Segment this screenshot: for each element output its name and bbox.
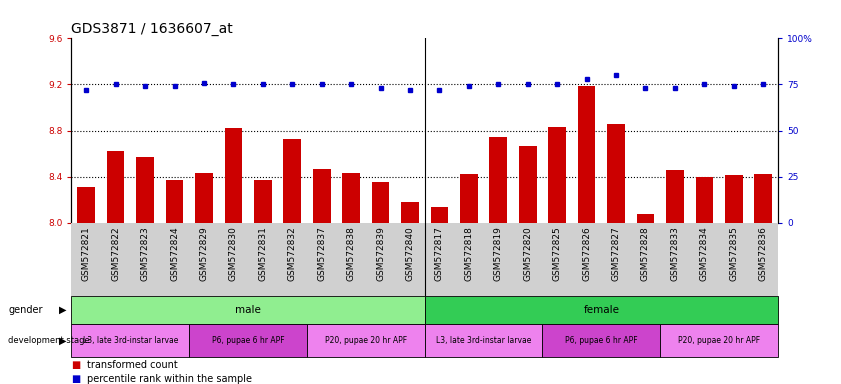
Text: P6, pupae 6 hr APF: P6, pupae 6 hr APF [565,336,637,345]
Text: GSM572817: GSM572817 [435,227,444,281]
Text: GSM572819: GSM572819 [494,227,503,281]
Bar [136,157,154,223]
Text: GSM572825: GSM572825 [553,227,562,281]
Bar [637,214,654,223]
Bar [189,324,307,357]
Bar [372,182,389,223]
Text: GSM572833: GSM572833 [670,227,680,281]
Text: P20, pupae 20 hr APF: P20, pupae 20 hr APF [678,336,760,345]
Bar [342,173,360,223]
Text: GSM572838: GSM572838 [346,227,356,281]
Text: GSM572835: GSM572835 [729,227,738,281]
Text: GSM572836: GSM572836 [759,227,768,281]
Bar [542,324,660,357]
Bar [425,324,542,357]
Bar [578,86,595,223]
Bar [166,180,183,223]
Text: GSM572830: GSM572830 [229,227,238,281]
Text: gender: gender [8,305,43,315]
Text: GSM572834: GSM572834 [700,227,709,281]
Bar [548,127,566,223]
Text: ■: ■ [71,360,81,370]
Text: GSM572822: GSM572822 [111,227,120,281]
Text: ▶: ▶ [59,305,66,315]
Bar [283,139,301,223]
Bar [607,124,625,223]
Bar [519,146,537,223]
Text: female: female [584,305,619,315]
Bar [71,324,189,357]
Text: GSM572839: GSM572839 [376,227,385,281]
Bar [401,202,419,223]
Text: GSM572821: GSM572821 [82,227,91,281]
Bar [660,324,778,357]
Bar [71,296,425,324]
Text: L3, late 3rd-instar larvae: L3, late 3rd-instar larvae [82,336,178,345]
Bar [754,174,772,223]
Bar [77,187,95,223]
Text: L3, late 3rd-instar larvae: L3, late 3rd-instar larvae [436,336,532,345]
Bar [254,180,272,223]
Text: transformed count: transformed count [87,360,177,370]
Text: GSM572837: GSM572837 [317,227,326,281]
Bar [313,169,331,223]
Text: GSM572831: GSM572831 [258,227,267,281]
Text: GSM572826: GSM572826 [582,227,591,281]
Bar [431,207,448,223]
Text: GSM572823: GSM572823 [140,227,150,281]
Bar [107,151,124,223]
Bar [489,137,507,223]
Bar [307,324,425,357]
Text: male: male [235,305,261,315]
Text: GSM572824: GSM572824 [170,227,179,281]
Text: ▶: ▶ [59,336,66,346]
Bar [425,296,778,324]
Text: GSM572840: GSM572840 [405,227,415,281]
Text: GDS3871 / 1636607_at: GDS3871 / 1636607_at [71,22,233,36]
Bar [666,170,684,223]
Text: P20, pupae 20 hr APF: P20, pupae 20 hr APF [325,336,407,345]
Text: GSM572827: GSM572827 [611,227,621,281]
Text: P6, pupae 6 hr APF: P6, pupae 6 hr APF [212,336,284,345]
Text: development stage: development stage [8,336,90,345]
Text: ■: ■ [71,374,81,384]
Text: percentile rank within the sample: percentile rank within the sample [87,374,251,384]
Text: GSM572832: GSM572832 [288,227,297,281]
Text: GSM572818: GSM572818 [464,227,473,281]
Text: GSM572829: GSM572829 [199,227,209,281]
Text: GSM572828: GSM572828 [641,227,650,281]
Bar [460,174,478,223]
Text: GSM572820: GSM572820 [523,227,532,281]
Bar [225,128,242,223]
Bar [725,175,743,223]
Bar [195,173,213,223]
Bar [696,177,713,223]
